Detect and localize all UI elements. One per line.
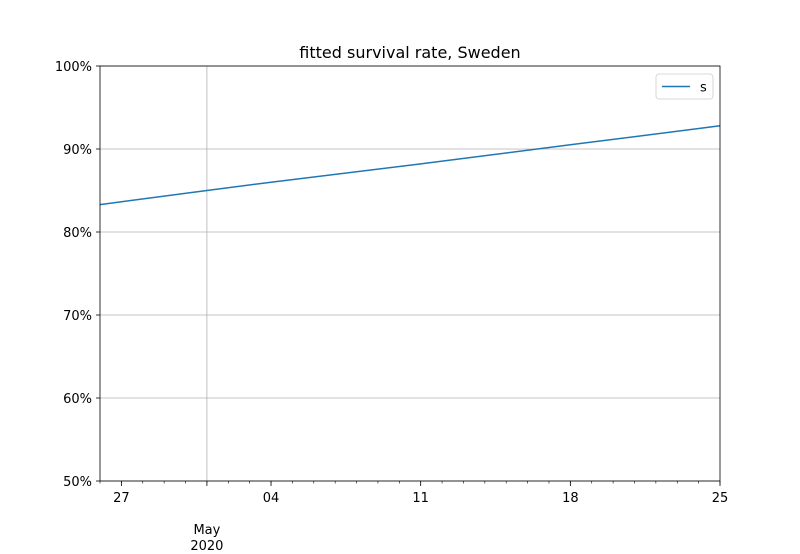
x-tick-label: 18 bbox=[562, 491, 579, 506]
series-line-s bbox=[99, 125, 721, 206]
x-tick-label: 27 bbox=[113, 491, 130, 506]
y-tick-label: 60% bbox=[63, 392, 92, 407]
x-tick-sublabel: May 2020 bbox=[190, 523, 223, 550]
y-tick-label: 70% bbox=[63, 309, 92, 324]
legend: s bbox=[655, 73, 714, 100]
legend-label-s: s bbox=[700, 81, 707, 96]
y-tick-label: 80% bbox=[63, 226, 92, 241]
axes bbox=[99, 65, 721, 482]
y-tick-label: 100% bbox=[55, 60, 92, 75]
grid-lines bbox=[100, 65, 720, 482]
series-layer bbox=[99, 125, 721, 206]
x-tick-label: 25 bbox=[712, 491, 729, 506]
x-tick-sublabel-line: May bbox=[193, 523, 220, 538]
y-tick-label: 50% bbox=[63, 475, 92, 490]
x-tick-label: 11 bbox=[412, 491, 429, 506]
chart-title: fitted survival rate, Sweden bbox=[299, 43, 520, 62]
x-tick-label: 04 bbox=[263, 491, 280, 506]
tick-layer: 50% 60% 70% 80% 90% 100% 27 May 2020 04 11 18 25 bbox=[55, 60, 729, 554]
x-tick-sublabel-line: 2020 bbox=[190, 539, 223, 550]
y-tick-label: 90% bbox=[63, 143, 92, 158]
plot-frame bbox=[99, 65, 721, 482]
